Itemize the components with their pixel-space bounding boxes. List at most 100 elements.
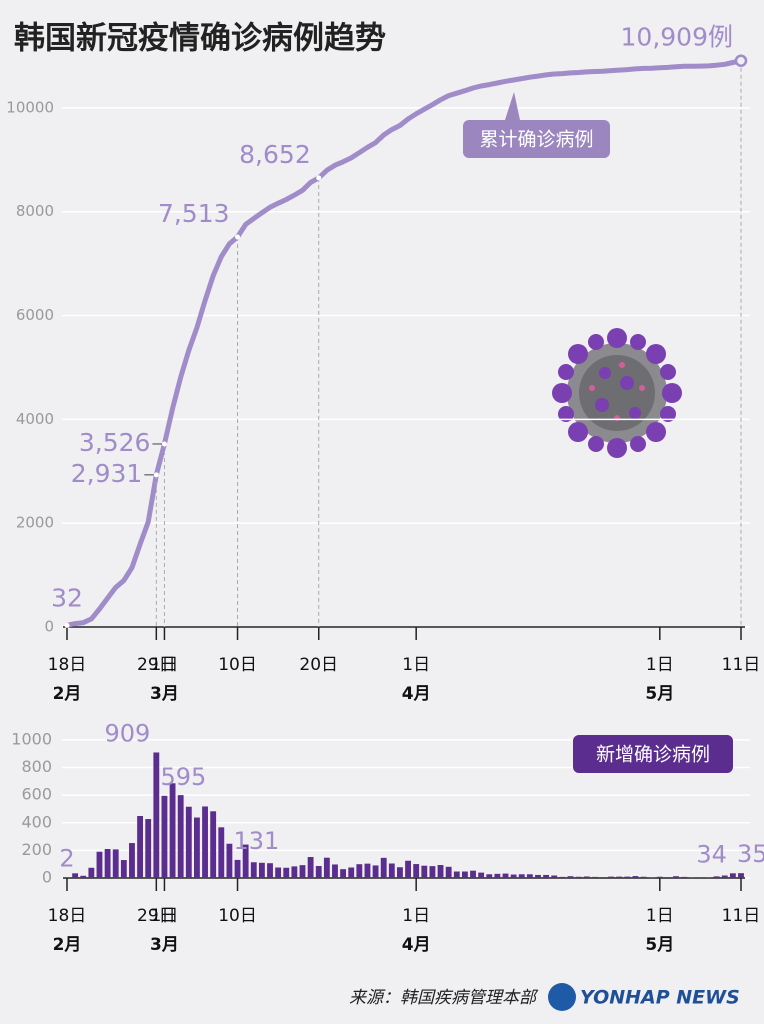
bar — [218, 827, 225, 878]
bar — [332, 864, 338, 878]
x-tick-label: 11日 — [722, 655, 761, 675]
y-tick-label: 0 — [42, 868, 52, 887]
month-label: 5月 — [645, 935, 674, 955]
month-label: 5月 — [645, 684, 674, 704]
legend-box — [463, 120, 610, 158]
legend-box — [573, 735, 733, 773]
legend-pointer — [505, 92, 520, 120]
x-tick-label: 10日 — [218, 655, 257, 675]
bar — [388, 863, 395, 878]
bar — [664, 877, 671, 878]
y-tick-label: 4000 — [16, 410, 54, 428]
y-tick-label: 200 — [21, 840, 52, 859]
y-tick-label: 800 — [21, 757, 52, 776]
bar — [713, 876, 720, 878]
bar — [413, 864, 420, 878]
bar — [380, 857, 387, 878]
y-tick-label: 0 — [44, 618, 54, 636]
bar — [210, 811, 217, 878]
bar — [397, 867, 403, 878]
bar — [421, 865, 428, 878]
bar — [738, 873, 744, 878]
bar — [80, 875, 87, 878]
y-tick-label: 10000 — [6, 98, 54, 116]
label-point — [153, 472, 159, 478]
bar — [348, 867, 355, 878]
bar — [640, 876, 647, 878]
bar — [600, 877, 606, 878]
bar — [518, 874, 525, 878]
bar — [283, 867, 290, 878]
y-tick-label: 8000 — [16, 202, 54, 220]
x-tick-label: 10日 — [218, 906, 257, 926]
value-label: 10,909例 — [621, 23, 733, 52]
x-tick-label: 1日 — [646, 906, 674, 926]
month-label: 2月 — [53, 935, 82, 955]
bar — [535, 874, 541, 878]
label-point — [235, 234, 241, 240]
bar — [583, 876, 590, 878]
bar — [632, 876, 639, 878]
bar — [445, 866, 452, 878]
bar — [567, 876, 574, 878]
value-label: 8,652 — [239, 140, 311, 169]
label-point — [161, 441, 167, 447]
bar — [486, 874, 493, 878]
page-title: 韩国新冠疫情确诊病例趋势 — [14, 21, 386, 57]
x-tick-label: 20日 — [299, 655, 338, 675]
bar — [705, 877, 712, 878]
line — [66, 58, 742, 628]
bar — [437, 865, 444, 878]
legend-label: 累计确诊病例 — [479, 129, 593, 151]
y-tick-label: 600 — [21, 785, 52, 804]
bar — [453, 871, 460, 878]
x-tick-label: 1日 — [646, 655, 674, 675]
value-label: 32 — [51, 583, 83, 612]
bar — [129, 843, 135, 878]
bar — [502, 873, 509, 878]
y-tick-label: 400 — [21, 812, 52, 831]
value-label: 909 — [105, 719, 151, 747]
bar — [153, 752, 160, 878]
bar — [729, 873, 736, 878]
x-tick-label: 11日 — [722, 906, 761, 926]
bar — [323, 857, 330, 878]
x-tick-label: 1日 — [402, 906, 430, 926]
value-label: 595 — [160, 763, 206, 791]
bar — [551, 875, 558, 878]
source-note: 来源：韩国疾病管理本部 — [349, 988, 539, 1008]
bar — [145, 819, 152, 878]
value-label: 2,931 — [71, 459, 143, 488]
month-label: 3月 — [150, 684, 179, 704]
bar — [648, 877, 655, 878]
y-tick-label: 6000 — [16, 306, 54, 324]
value-label: 3,526 — [79, 428, 151, 457]
month-label: 4月 — [402, 935, 431, 955]
month-label: 4月 — [402, 684, 431, 704]
bar — [429, 866, 436, 878]
bar — [120, 860, 127, 878]
bar — [526, 874, 533, 878]
bar — [478, 872, 485, 878]
value-label: 131 — [234, 827, 280, 855]
bar — [104, 849, 111, 878]
y-tick-label: 1000 — [11, 729, 52, 748]
bar — [559, 876, 566, 878]
bar — [681, 876, 688, 878]
bar — [575, 876, 582, 878]
bar — [185, 806, 192, 878]
bar — [250, 862, 257, 878]
bar — [494, 873, 501, 878]
virus-illustration — [552, 328, 682, 458]
bar — [169, 783, 176, 878]
bar — [137, 815, 144, 878]
value-label: 34 — [696, 840, 727, 868]
label-point — [64, 622, 70, 628]
bar — [721, 875, 728, 878]
x-tick-label: 29日 — [137, 906, 176, 926]
value-label: 7,513 — [158, 199, 230, 228]
bar — [242, 844, 249, 878]
bar — [591, 876, 598, 878]
